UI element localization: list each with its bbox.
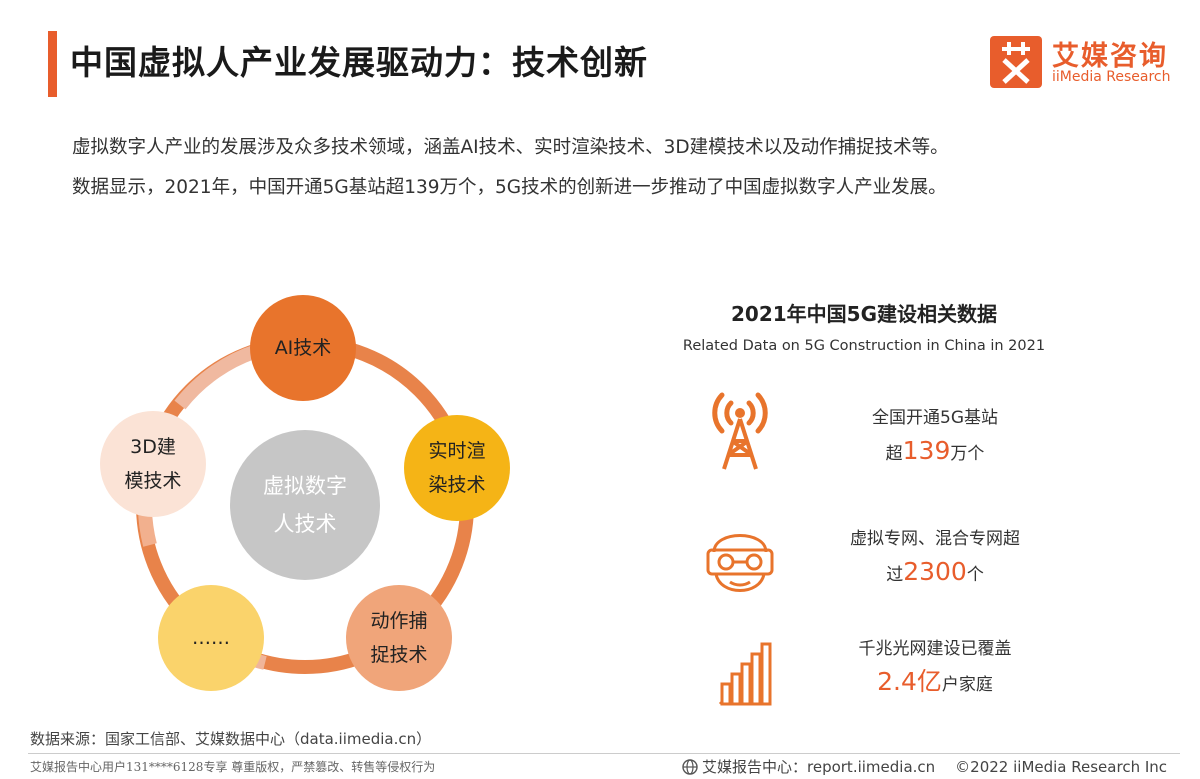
stat-gigabit-coverage: 千兆光网建设已覆盖 2.4亿户家庭 — [820, 636, 1050, 705]
node-3d-modeling-line-2: 模技术 — [124, 470, 182, 492]
stat-3-value: 2.4亿 — [877, 667, 942, 696]
center-node-line-2: 人技术 — [273, 512, 337, 536]
intro-line-1: 虚拟数字人产业的发展涉及众多技术领域，涵盖AI技术、实时渲染技术、3D建模技术以… — [72, 137, 949, 158]
node-ai-tech-label: AI技术 — [274, 337, 332, 359]
data-source: 数据来源：国家工信部、艾媒数据中心（data.iimedia.cn） — [30, 730, 432, 748]
footer-report-link[interactable]: 艾媒报告中心：report.iimedia.cn — [702, 758, 936, 776]
iimedia-logo: 艾媒咨询 iiMedia Research — [990, 36, 1190, 92]
stat-1-label: 全国开通5G基站 — [872, 408, 998, 428]
stat-3-label: 千兆光网建设已覆盖 — [858, 639, 1012, 659]
vr-headset-icon — [700, 522, 780, 602]
stat-3-suffix: 户家庭 — [941, 675, 993, 695]
footer-divider — [28, 753, 1180, 754]
stat-2-value: 2300 — [903, 557, 967, 586]
logo-text-cn: 艾媒咨询 — [1052, 41, 1168, 72]
node-motion-capture-line-2: 捉技术 — [370, 644, 428, 666]
node-ai-tech: AI技术 — [250, 295, 356, 401]
stat-2-prefix: 过 — [886, 565, 904, 585]
node-realtime-render-line-2: 染技术 — [428, 474, 486, 496]
footer-user-notice: 艾媒报告中心用户131****6128专享 尊重版权，严禁篡改、转售等侵权行为 — [30, 760, 436, 774]
title-accent-bar — [48, 31, 57, 97]
node-more-label: …… — [192, 627, 230, 649]
stat-1-value: 139 — [902, 436, 951, 465]
stat-2-label: 虚拟专网、混合专网超 — [850, 529, 1020, 549]
technology-cycle-diagram: 虚拟数字人技术 AI技术 实时渲染技术 动作捕捉技术 …… 3D建模技术 — [80, 285, 540, 715]
intro-line-2: 数据显示，2021年，中国开通5G基站超139万个，5G技术的创新进一步推动了中… — [72, 177, 947, 198]
node-3d-modeling-line-1: 3D建 — [130, 436, 176, 458]
center-node-line-1: 虚拟数字 — [263, 474, 347, 498]
footer-copyright: ©2022 iiMedia Research Inc — [955, 757, 1168, 776]
node-realtime-render: 实时渲 染技术 — [404, 415, 510, 521]
intro-paragraph: 虚拟数字人产业的发展涉及众多技术领域，涵盖AI技术、实时渲染技术、3D建模技术以… — [72, 128, 1172, 208]
node-motion-capture-line-1: 动作捕 — [370, 610, 428, 632]
5g-data-panel: 2021年中国5G建设相关数据 Related Data on 5G Const… — [660, 290, 1080, 720]
stat-1-prefix: 超 — [885, 444, 903, 464]
panel-title: 2021年中国5G建设相关数据 — [731, 302, 997, 326]
stat-private-networks: 虚拟专网、混合专网超 过2300个 — [820, 526, 1050, 595]
globe-icon — [682, 758, 698, 775]
logo-text-en: iiMedia Research — [1052, 69, 1171, 85]
node-more: …… — [158, 585, 264, 691]
stat-2-suffix: 个 — [966, 565, 984, 585]
signal-tower-icon — [700, 385, 780, 470]
stat-1-suffix: 万个 — [950, 444, 985, 464]
bar-growth-icon — [700, 638, 780, 718]
node-realtime-render-line-1: 实时渲 — [428, 440, 486, 462]
node-motion-capture: 动作捕 捉技术 — [346, 585, 452, 691]
page-title: 中国虚拟人产业发展驱动力：技术创新 — [70, 43, 648, 82]
stat-5g-base-stations: 全国开通5G基站 超139万个 — [820, 405, 1050, 474]
logo-mark-icon — [990, 36, 1042, 88]
center-node-digital-human-tech: 虚拟数字 人技术 — [230, 430, 380, 580]
footer-right: 艾媒报告中心：report.iimedia.cn ©2022 iiMedia R… — [682, 756, 1167, 777]
panel-subtitle: Related Data on 5G Construction in China… — [682, 338, 1046, 354]
node-3d-modeling: 3D建模技术 — [100, 411, 206, 517]
